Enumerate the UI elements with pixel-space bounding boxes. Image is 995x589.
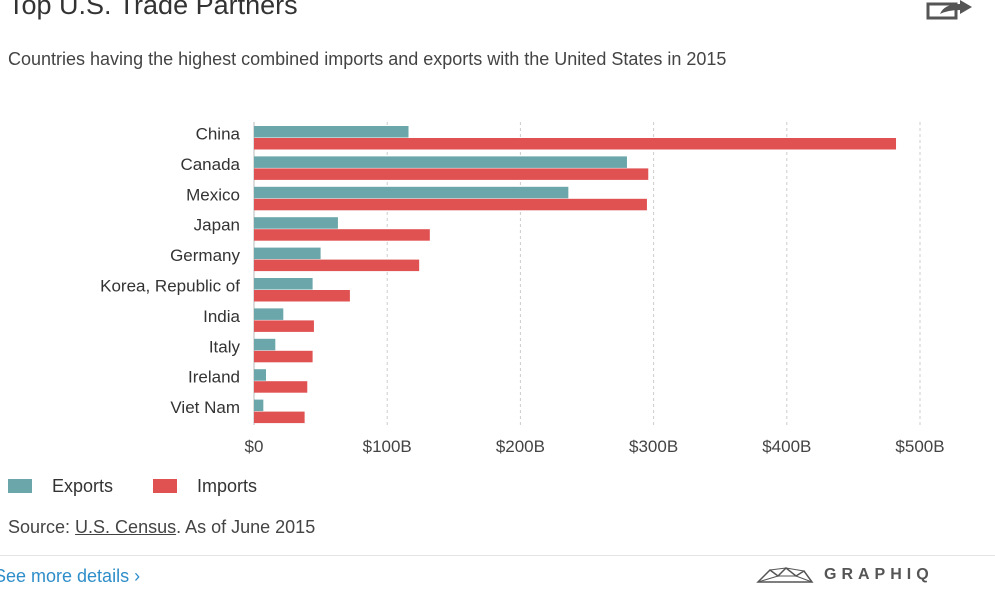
bar-imports: [254, 168, 649, 180]
bar-imports: [254, 320, 314, 332]
bar-imports: [254, 259, 420, 272]
legend-label-exports: Exports: [52, 475, 114, 496]
legend-swatch-imports: [153, 479, 178, 493]
bar-exports: [254, 369, 266, 381]
source-prefix: Source:: [8, 517, 76, 537]
bar-imports: [254, 229, 430, 241]
source-note: Source: U.S. Census. As of June 2015: [8, 517, 315, 538]
legend-item-imports: Imports: [153, 476, 257, 497]
source-suffix: . As of June 2015: [176, 517, 316, 537]
bar-chart: China Canada Mexico Japan Germany Korea, Repu…: [100, 122, 945, 456]
category-label: Korea, Republic of: [100, 277, 240, 296]
bars: [254, 126, 897, 424]
legend-label-imports: Imports: [197, 475, 258, 496]
bar-exports: [254, 338, 276, 351]
legend-item-exports: Exports: [8, 476, 113, 497]
bar-exports: [254, 217, 338, 229]
bar-exports: [254, 186, 569, 199]
x-tick-label: $300B: [629, 437, 678, 456]
x-tick-label: $200B: [496, 437, 545, 456]
graphiq-logo-icon: [756, 566, 814, 583]
category-label: Germany: [170, 246, 240, 265]
x-axis-ticks: $0 $100B $200B $300B $400B $500B: [245, 437, 945, 456]
category-label: India: [203, 307, 240, 326]
bar-imports: [254, 290, 350, 302]
source-link[interactable]: U.S. Census: [75, 517, 177, 537]
footer-divider: [0, 555, 995, 556]
legend-swatch-exports: [8, 479, 32, 493]
x-tick-label: $500B: [895, 437, 944, 456]
category-label: Mexico: [186, 185, 240, 204]
brand-name: GRAPHIQ: [824, 566, 934, 583]
category-label: China: [196, 125, 241, 144]
x-tick-label: $400B: [762, 437, 811, 456]
category-label: Japan: [194, 216, 240, 235]
x-tick-label: $100B: [363, 437, 412, 456]
bar-exports: [254, 399, 264, 412]
category-label: Canada: [180, 155, 240, 174]
brand[interactable]: GRAPHIQ: [756, 566, 934, 584]
category-label: Viet Nam: [170, 398, 240, 417]
bar-imports: [254, 198, 647, 211]
category-label: Ireland: [188, 368, 240, 387]
bar-imports: [254, 350, 313, 363]
see-more-details-link[interactable]: See more details ›: [0, 566, 141, 586]
chart-subtitle: Countries having the highest combined im…: [8, 49, 727, 69]
page-title: Top U.S. Trade Partners: [8, 0, 298, 20]
share-icon[interactable]: [926, 0, 974, 20]
bar-exports: [254, 247, 321, 260]
legend: Exports Imports: [8, 474, 297, 498]
bar-imports: [254, 138, 897, 150]
category-label: Italy: [209, 337, 241, 356]
bar-exports: [254, 308, 284, 320]
bar-exports: [254, 156, 627, 168]
bar-imports: [254, 411, 305, 424]
x-tick-label: $0: [245, 437, 264, 456]
bar-exports: [254, 278, 313, 290]
bar-imports: [254, 381, 308, 393]
category-labels: China Canada Mexico Japan Germany Korea, Repu…: [100, 125, 240, 418]
bar-exports: [254, 126, 409, 138]
